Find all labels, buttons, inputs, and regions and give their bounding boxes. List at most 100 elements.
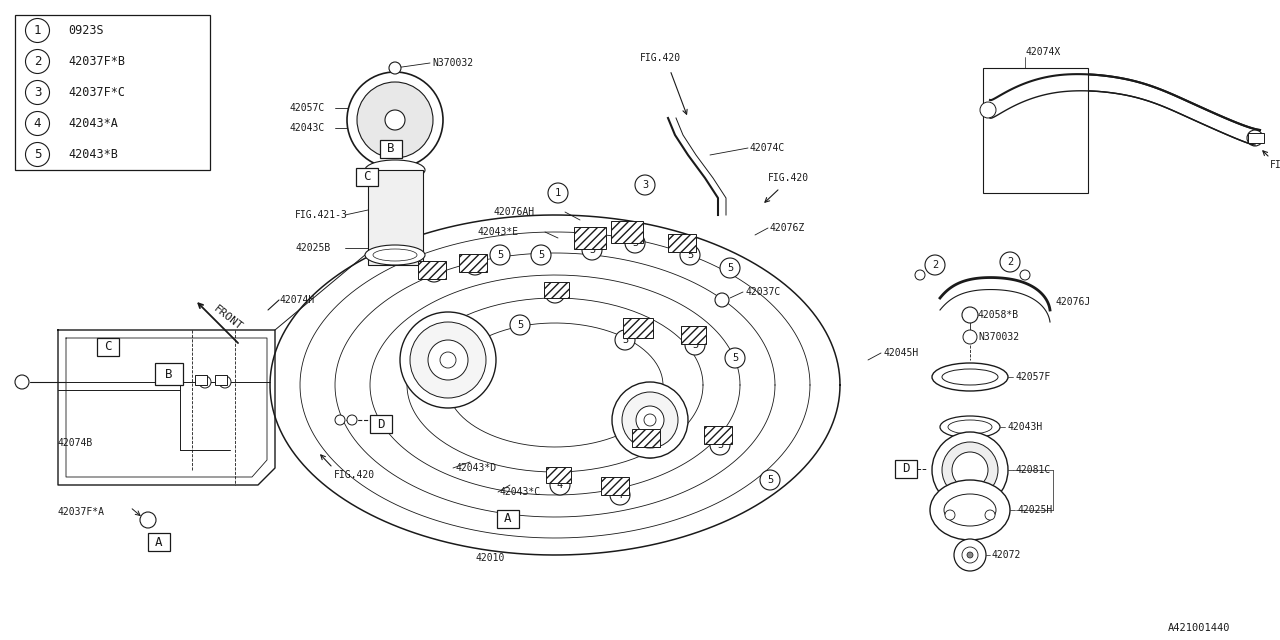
Text: B: B (165, 367, 173, 381)
Circle shape (925, 255, 945, 275)
Circle shape (719, 258, 740, 278)
Text: 5: 5 (717, 440, 723, 450)
Circle shape (635, 175, 655, 195)
Text: 42057F: 42057F (1016, 372, 1051, 382)
Circle shape (428, 340, 468, 380)
Circle shape (198, 376, 211, 388)
Bar (602, 477, 628, 495)
Circle shape (424, 262, 444, 282)
Bar (623, 318, 653, 338)
Text: 4: 4 (33, 117, 41, 130)
Circle shape (389, 62, 401, 74)
Circle shape (399, 312, 497, 408)
Text: 5: 5 (687, 250, 694, 260)
Text: 5: 5 (497, 250, 503, 260)
Circle shape (716, 293, 730, 307)
Text: 42076AH: 42076AH (493, 207, 534, 217)
Bar (15, 15, 210, 170)
Circle shape (15, 375, 29, 389)
Circle shape (625, 233, 645, 253)
Circle shape (582, 240, 602, 260)
Circle shape (490, 245, 509, 265)
Text: 42072: 42072 (992, 550, 1021, 560)
Text: 42076Z: 42076Z (771, 223, 805, 233)
Text: 42043C: 42043C (291, 123, 325, 133)
Circle shape (550, 475, 570, 495)
Bar (573, 227, 605, 249)
Circle shape (548, 183, 568, 203)
Circle shape (724, 348, 745, 368)
Circle shape (954, 539, 986, 571)
Circle shape (932, 432, 1009, 508)
Circle shape (636, 406, 664, 434)
Circle shape (614, 330, 635, 350)
Text: 42010: 42010 (475, 553, 504, 563)
Text: 42043*D: 42043*D (454, 463, 497, 473)
Text: C: C (104, 340, 111, 353)
Text: 42045H: 42045H (883, 348, 918, 358)
Circle shape (26, 81, 50, 104)
Text: D: D (378, 417, 385, 431)
Circle shape (760, 470, 780, 490)
Circle shape (942, 442, 998, 498)
Text: 4: 4 (431, 267, 438, 277)
Circle shape (611, 485, 630, 505)
Text: 42037F*A: 42037F*A (58, 507, 105, 517)
Text: 42037C: 42037C (745, 287, 781, 297)
Text: 42074X: 42074X (1025, 47, 1060, 57)
Text: 4: 4 (617, 490, 623, 500)
Bar (370, 415, 392, 433)
Text: D: D (902, 463, 910, 476)
Text: 42043*B: 42043*B (68, 148, 118, 161)
Circle shape (644, 414, 657, 426)
Bar (544, 282, 568, 298)
Text: 42043*A: 42043*A (68, 117, 118, 130)
Circle shape (1020, 270, 1030, 280)
Circle shape (945, 510, 955, 520)
Text: FRONT: FRONT (211, 303, 244, 332)
Text: 5: 5 (727, 263, 733, 273)
Text: 1: 1 (554, 188, 561, 198)
Bar (681, 326, 705, 344)
Circle shape (986, 510, 995, 520)
Text: 0923S: 0923S (68, 24, 104, 37)
Bar (983, 68, 1088, 193)
Bar (155, 363, 183, 385)
Text: 5: 5 (589, 245, 595, 255)
Circle shape (1247, 130, 1263, 146)
Text: 42025B: 42025B (294, 243, 330, 253)
Circle shape (545, 283, 564, 303)
Text: 42074C: 42074C (750, 143, 785, 153)
Circle shape (385, 110, 404, 130)
Text: FIG.421-3: FIG.421-3 (294, 210, 348, 220)
Text: 1: 1 (33, 24, 41, 37)
Circle shape (140, 512, 156, 528)
Circle shape (26, 19, 50, 42)
Text: 2: 2 (1007, 257, 1014, 267)
Bar (356, 168, 378, 186)
Circle shape (26, 111, 50, 136)
Text: FIG.420: FIG.420 (334, 470, 375, 480)
Text: N370032: N370032 (978, 332, 1019, 342)
Text: 42037F*C: 42037F*C (68, 86, 125, 99)
Text: 42081C: 42081C (1016, 465, 1051, 475)
Text: A: A (504, 513, 512, 525)
Ellipse shape (365, 245, 425, 265)
Circle shape (1000, 252, 1020, 272)
Text: 5: 5 (517, 320, 524, 330)
Bar (545, 467, 571, 483)
Circle shape (440, 352, 456, 368)
Circle shape (963, 307, 978, 323)
Circle shape (509, 315, 530, 335)
Bar (1248, 133, 1265, 143)
Circle shape (966, 552, 973, 558)
Text: 42043H: 42043H (1009, 422, 1043, 432)
Text: FIG.420: FIG.420 (1270, 160, 1280, 170)
Text: A421001440: A421001440 (1169, 623, 1230, 633)
Bar (632, 429, 660, 447)
Circle shape (465, 255, 485, 275)
Text: 42043*C: 42043*C (500, 487, 541, 497)
Bar (668, 234, 696, 252)
Ellipse shape (365, 160, 425, 180)
Circle shape (357, 82, 433, 158)
